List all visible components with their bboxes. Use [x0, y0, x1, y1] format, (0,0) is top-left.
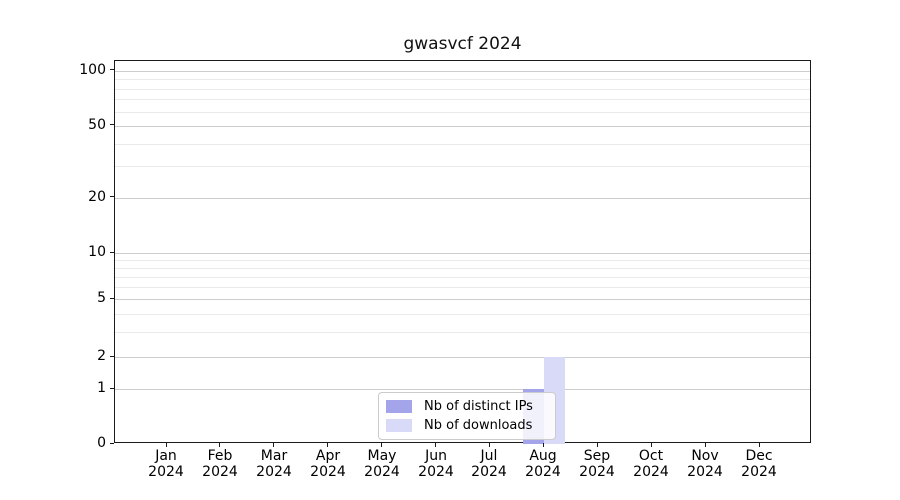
gridline-major [115, 356, 810, 358]
x-tick-mark [166, 443, 167, 447]
y-tick-mark [110, 298, 114, 299]
legend-label-distinct-ips: Nb of distinct IPs [424, 399, 533, 414]
x-tick-year: 2024 [471, 464, 507, 480]
gridline-minor [115, 165, 810, 167]
x-tick-month: May [367, 448, 397, 464]
x-tick-label: Jan 2024 [126, 448, 206, 480]
gridline-minor [115, 143, 810, 145]
x-tick-mark [489, 443, 490, 447]
x-tick-month: Oct [638, 448, 664, 464]
gridline-minor [115, 78, 810, 80]
x-tick-year: 2024 [579, 464, 615, 480]
x-tick-month: Aug [529, 448, 557, 464]
x-tick-year: 2024 [202, 464, 238, 480]
x-tick-label: Aug 2024 [503, 448, 583, 480]
x-tick-year: 2024 [525, 464, 561, 480]
x-tick-mark [435, 443, 436, 447]
x-tick-year: 2024 [148, 464, 184, 480]
gridline-minor [115, 267, 810, 269]
gridline-minor [115, 98, 810, 100]
gridline-minor [115, 88, 810, 90]
x-tick-month: Jun [425, 448, 447, 464]
y-tick-mark [110, 252, 114, 253]
x-tick-year: 2024 [741, 464, 777, 480]
gridline-major [115, 388, 810, 390]
legend-item-downloads: Nb of downloads [386, 419, 549, 432]
x-tick-month: Sep [583, 448, 611, 464]
y-tick-mark [110, 356, 114, 357]
x-tick-year: 2024 [633, 464, 669, 480]
y-tick-mark [110, 196, 114, 197]
x-tick-month: Jul [480, 448, 498, 464]
x-tick-month: Dec [745, 448, 773, 464]
x-tick-month: Jan [155, 448, 177, 464]
x-tick-label: Sep 2024 [557, 448, 637, 480]
x-tick-label: May 2024 [342, 448, 422, 480]
y-tick-mark [110, 388, 114, 389]
plot-area [114, 60, 811, 444]
x-tick-label: Dec 2024 [719, 448, 799, 480]
legend-item-distinct-ips: Nb of distinct IPs [386, 400, 549, 413]
y-tick-label: 50 [88, 117, 106, 133]
gridline-major [115, 298, 810, 300]
gridline-major [115, 125, 810, 127]
legend-swatch-downloads [386, 419, 412, 432]
gridline-minor [115, 111, 810, 113]
legend: Nb of distinct IPs Nb of downloads [378, 392, 556, 440]
y-tick-mark [110, 124, 114, 125]
x-tick-mark [651, 443, 652, 447]
x-tick-label: Oct 2024 [611, 448, 691, 480]
chart-title: gwasvcf 2024 [403, 34, 522, 54]
x-tick-mark [219, 443, 220, 447]
x-tick-month: Apr [315, 448, 341, 464]
x-tick-year: 2024 [687, 464, 723, 480]
x-tick-label: Apr 2024 [288, 448, 368, 480]
x-tick-mark [759, 443, 760, 447]
gridline-minor [115, 276, 810, 278]
y-tick-label: 1 [97, 380, 106, 396]
x-tick-month: Feb [207, 448, 233, 464]
gridline-minor [115, 313, 810, 315]
gridline-minor [115, 286, 810, 288]
x-tick-label: Jun 2024 [396, 448, 476, 480]
x-tick-mark [705, 443, 706, 447]
x-tick-label: Mar 2024 [234, 448, 314, 480]
gridline-minor [115, 259, 810, 261]
x-tick-label: Feb 2024 [180, 448, 260, 480]
x-tick-year: 2024 [256, 464, 292, 480]
y-tick-label: 2 [97, 348, 106, 364]
y-tick-label: 20 [88, 189, 106, 205]
y-tick-label: 5 [97, 290, 106, 306]
x-tick-mark [381, 443, 382, 447]
x-tick-label: Nov 2024 [665, 448, 745, 480]
gridline-major [115, 252, 810, 254]
x-tick-month: Nov [691, 448, 719, 464]
x-tick-mark [543, 443, 544, 447]
x-tick-mark [597, 443, 598, 447]
gridline-major [115, 70, 810, 72]
x-tick-label: Jul 2024 [449, 448, 529, 480]
y-tick-label: 0 [97, 435, 106, 451]
x-tick-mark [327, 443, 328, 447]
y-tick-label: 10 [88, 244, 106, 260]
gridline-minor [115, 331, 810, 333]
y-tick-label: 100 [79, 62, 106, 78]
x-tick-year: 2024 [364, 464, 400, 480]
gridline-major [115, 197, 810, 199]
legend-label-downloads: Nb of downloads [424, 418, 533, 433]
y-tick-mark [110, 69, 114, 70]
x-tick-month: Mar [260, 448, 288, 464]
x-tick-year: 2024 [310, 464, 346, 480]
legend-swatch-distinct-ips [386, 400, 412, 413]
x-tick-mark [273, 443, 274, 447]
y-tick-mark [110, 443, 114, 444]
x-tick-year: 2024 [418, 464, 454, 480]
